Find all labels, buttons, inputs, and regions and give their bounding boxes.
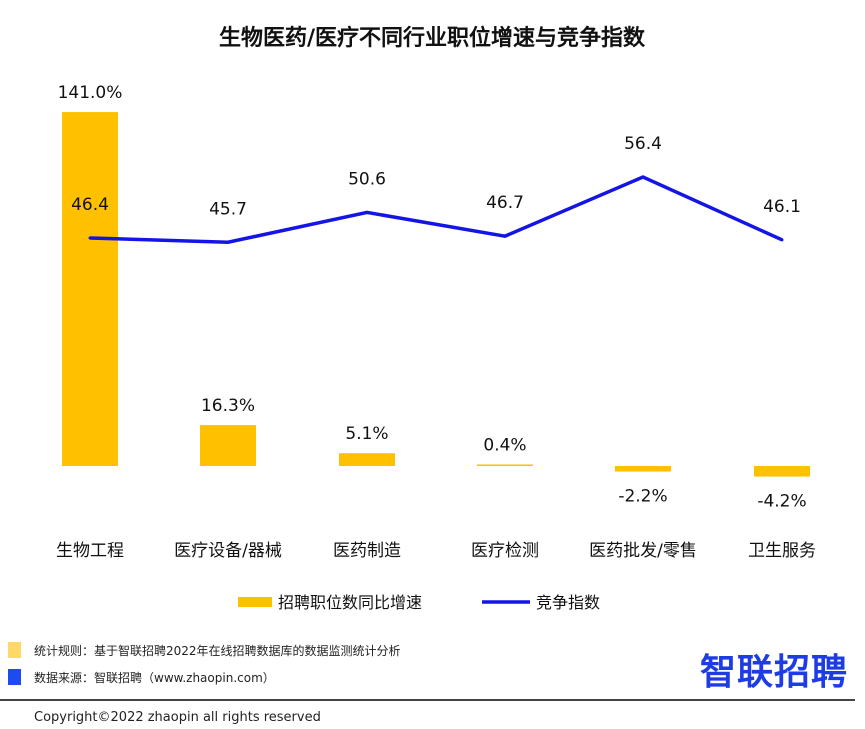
legend-line-label: 竞争指数 (536, 593, 600, 612)
line-point (503, 234, 507, 238)
category-label: 医疗设备/器械 (174, 541, 282, 561)
line-series (89, 175, 783, 245)
line-point (780, 238, 784, 242)
zhaopin-logo: 智联招聘 (700, 652, 849, 693)
bar (477, 464, 533, 466)
copyright: Copyright©2022 zhaopin all rights reserv… (34, 710, 321, 725)
bar (754, 466, 810, 477)
footer-divider (0, 699, 855, 701)
source-note: 数据来源：智联招聘（www.zhaopin.com） (34, 671, 275, 685)
line-point (641, 175, 645, 179)
line-point (226, 240, 230, 244)
bar-data-label: -2.2% (618, 487, 667, 507)
line-data-label: 46.7 (486, 193, 524, 213)
category-label: 生物工程 (56, 541, 124, 561)
bar-data-label: 16.3% (201, 396, 255, 416)
chart: 生物医药/医疗不同行业职位增速与竞争指数 141.0% 16.3% 5.1% 0.4%… (56, 25, 816, 612)
bar-data-label: 5.1% (345, 424, 388, 444)
bar-data-label: 141.0% (58, 83, 123, 103)
category-label: 卫生服务 (748, 541, 816, 561)
bar (339, 453, 395, 466)
bar (615, 466, 671, 472)
bar-data-label: 0.4% (483, 436, 526, 456)
bar (200, 425, 256, 466)
line-point (88, 236, 92, 240)
legend-bar-label: 招聘职位数同比增速 (278, 593, 422, 612)
bar (62, 112, 118, 466)
line-data-label: 50.6 (348, 169, 386, 189)
line-data-label: 46.4 (71, 195, 109, 215)
bar-data-label: -4.2% (757, 492, 806, 512)
category-label: 医药制造 (333, 541, 401, 561)
rule-note: 统计规则：基于智联招聘2022年在线招聘数据库的数据监测统计分析 (34, 644, 401, 658)
line-data-label: 46.1 (763, 197, 801, 217)
source-color-swatch (8, 669, 21, 685)
line-data-label: 56.4 (624, 134, 662, 154)
line-data-label: 45.7 (209, 199, 247, 219)
line-point (365, 210, 369, 214)
chart-title: 生物医药/医疗不同行业职位增速与竞争指数 (219, 25, 646, 51)
category-label: 医药批发/零售 (589, 541, 697, 561)
category-label: 医疗检测 (471, 541, 539, 561)
legend-bar-swatch (238, 597, 272, 607)
rule-color-swatch (8, 642, 21, 658)
